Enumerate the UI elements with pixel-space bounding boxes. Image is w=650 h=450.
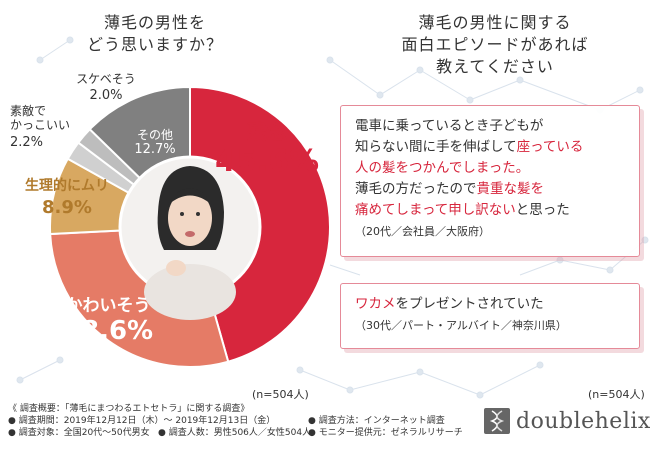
episode-2-respondent: （30代／パート・アルバイト／神奈川県） xyxy=(355,319,567,332)
episode-1-line5: 痛めてしまって申し訳ないと思った xyxy=(355,202,570,218)
survey-period: ● 調査期間：2019年12月12日（木）～ 2019年12月13日（金） xyxy=(8,416,276,426)
slice-label-suteki-value: 2.2% xyxy=(10,134,44,150)
episode-1-line2: 知らない間に手を伸ばして座っている xyxy=(355,139,584,155)
slice-label-suteki-line2: かっこいい xyxy=(10,118,71,133)
episode-sample-size: (n=504人) xyxy=(588,388,645,401)
episode-box-1: 電車に乗っているとき子どもが 知らない間に手を伸ばして座っている 人の髪をつかん… xyxy=(340,105,640,257)
survey-overview: 《 調査概要：「薄毛にまつわるエトセトラ」に関する調査》 ● 調査期間：2019… xyxy=(8,403,463,439)
left-question-title: 薄毛の男性を どう思いますか？ xyxy=(60,12,250,56)
slice-label-zannen-value: 45.6% xyxy=(214,144,320,179)
slice-label-suteki-line1: 素敵で xyxy=(10,104,47,118)
slice-label-kawaisou: かわいそう 28.6% xyxy=(38,296,178,348)
right-question-line1: 薄毛の男性に関する xyxy=(418,13,572,32)
right-question-line2: 面白エピソードがあれば xyxy=(401,35,589,54)
survey-target: ● 調査対象：全国20代～50代男女 xyxy=(8,428,150,438)
center-photo xyxy=(118,155,262,320)
slice-label-other-text: その他 xyxy=(136,128,173,142)
slice-label-other-value: 12.7% xyxy=(134,142,176,158)
episode-1-line1: 電車に乗っているとき子どもが xyxy=(355,118,544,134)
left-question-line2: どう思いますか？ xyxy=(86,35,223,54)
slice-label-sukebe-text: スケベそう xyxy=(76,72,136,86)
slice-label-zannen: 残念 45.6% xyxy=(212,120,322,180)
survey-count: ● 調査人数：男性506人／女性504人 xyxy=(158,428,312,438)
slice-label-zannen-text: 残念 xyxy=(247,120,287,144)
survey-method: ● 調査方法：インターネット調査 xyxy=(308,416,445,426)
slice-label-kawaisou-value: 28.6% xyxy=(62,316,154,347)
slice-label-seiri: 生理的にムリ 8.9% xyxy=(12,178,122,218)
right-question-title: 薄毛の男性に関する 面白エピソードがあれば 教えてください xyxy=(350,12,640,78)
slice-label-suteki: 素敵で かっこいい 2.2% xyxy=(10,104,82,150)
slice-label-seiri-text: 生理的にムリ xyxy=(25,178,109,194)
episode-box-2: ワカメをプレゼントされていた （30代／パート・アルバイト／神奈川県） xyxy=(340,283,640,349)
slice-label-seiri-value: 8.9% xyxy=(42,196,92,218)
episode-1-respondent: （20代／会社員／大阪府） xyxy=(355,225,490,238)
slice-label-kawaisou-text: かわいそう xyxy=(65,296,151,316)
left-question-line1: 薄毛の男性を xyxy=(103,13,206,32)
survey-provider: ● モニター提供元：ゼネラルリサーチ xyxy=(308,428,463,438)
episode-2-line1: ワカメをプレゼントされていた xyxy=(355,296,544,312)
episode-1-line3: 人の髪をつかんでしまった。 xyxy=(355,160,530,176)
brand-name: doublehelix xyxy=(516,408,650,434)
slice-label-sukebe-value: 2.0% xyxy=(89,88,123,104)
right-question-line3: 教えてください xyxy=(436,57,554,76)
slice-label-sukebe: スケベそう 2.0% xyxy=(66,72,146,104)
brand-logo: doublehelix xyxy=(484,408,650,434)
dna-icon xyxy=(484,408,510,434)
survey-title: 《 調査概要：「薄毛にまつわるエトセトラ」に関する調査》 xyxy=(8,404,250,414)
episode-1-line4: 薄毛の方だったので貴重な髪を xyxy=(355,181,544,197)
slice-label-other: その他 12.7% xyxy=(122,128,188,158)
chart-sample-size: (n=504人) xyxy=(252,388,309,401)
